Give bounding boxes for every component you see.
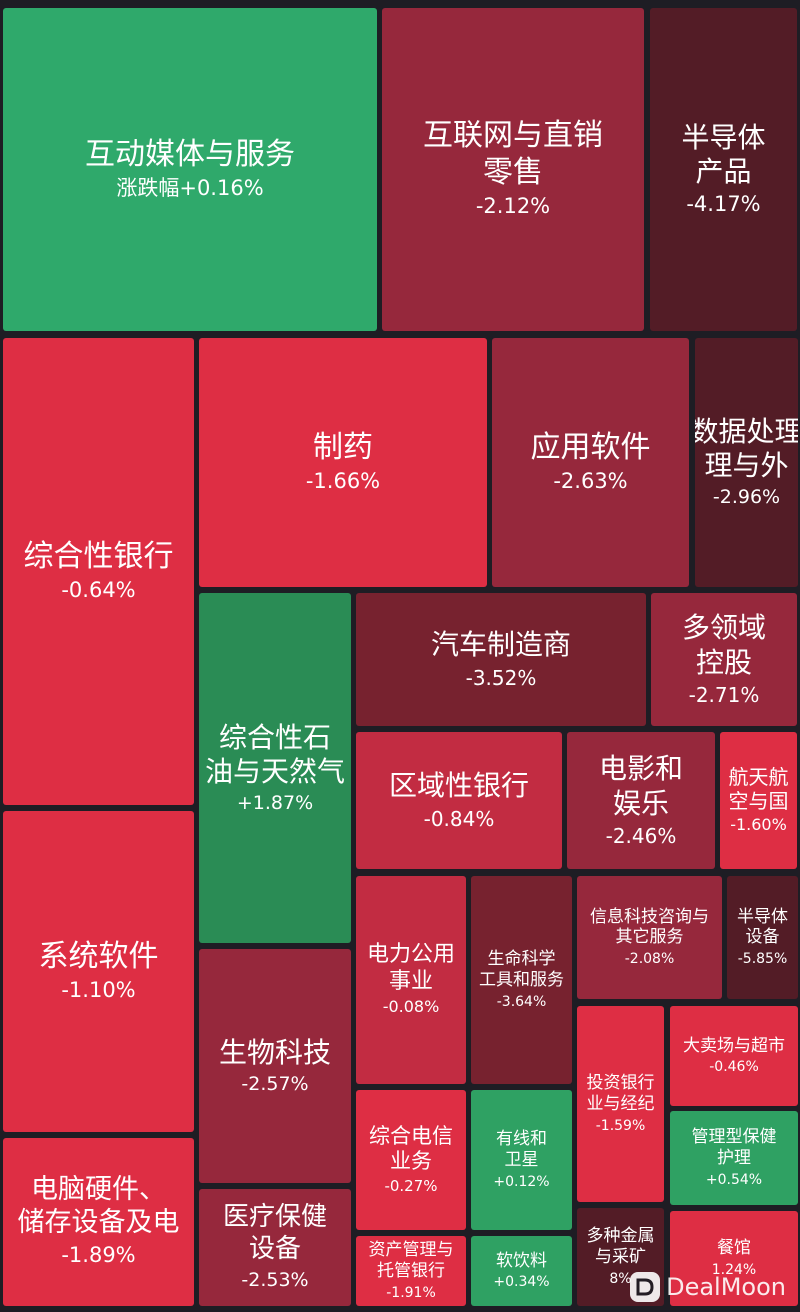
cell-label: 信息科技咨询与 其它服务 (590, 906, 709, 948)
treemap-cell[interactable]: 系统软件 -1.10% (3, 811, 194, 1132)
treemap-cell[interactable]: 投资银行 业与经纪 -1.59% (577, 1006, 664, 1202)
treemap-cell[interactable]: 大卖场与超市 -0.46% (670, 1006, 798, 1106)
cell-change-label: -1.89% (61, 1243, 136, 1268)
cell-change-label: -2.71% (688, 682, 760, 707)
cell-change-label: -3.64% (496, 993, 547, 1010)
cell-change-label: -1.60% (730, 815, 787, 835)
treemap-cell[interactable]: 区域性银行 -0.84% (356, 732, 562, 869)
cell-change-label: -1.66% (305, 469, 381, 494)
cell-change-label: +1.87% (236, 791, 314, 814)
cell-label: 电力公用 事业 (366, 941, 455, 994)
cell-label: 互联网与直销 零售 (423, 118, 603, 190)
cell-change-label: +0.34% (493, 1274, 550, 1291)
treemap-cell[interactable]: 医疗保健 设备 -2.53% (199, 1189, 351, 1306)
cell-change-label: 1.24% (711, 1261, 757, 1278)
treemap-cell[interactable]: 互联网与直销 零售 -2.12% (382, 8, 644, 331)
treemap-cell[interactable]: 综合性石 油与天然气 +1.87% (199, 593, 351, 943)
treemap-cell[interactable]: 电脑硬件、 储存设备及电 -1.89% (3, 1138, 194, 1306)
cell-label: 多种金属 与采矿 (586, 1226, 655, 1267)
treemap-cell[interactable]: 制药 -1.66% (199, 338, 487, 587)
cell-change-label: -1.59% (595, 1117, 646, 1134)
cell-change-label: +0.12% (493, 1173, 550, 1190)
cell-label: 系统软件 (38, 938, 159, 974)
cell-change-label: -2.96% (712, 486, 781, 509)
cell-label: 医疗保健 设备 (222, 1202, 327, 1265)
cell-label: 生命科学 工具和服务 (479, 949, 564, 990)
cell-change-label: 8% (609, 1270, 632, 1287)
treemap-cell[interactable]: 综合性银行 -0.64% (3, 338, 194, 805)
cell-change-label: -1.10% (61, 978, 136, 1003)
cell-change-label: -2.63% (553, 469, 628, 494)
cell-change-label: -0.46% (709, 1059, 759, 1076)
cell-label: 多领域 控股 (681, 611, 766, 679)
dealmoon-logo-icon (630, 1272, 661, 1302)
treemap-cell[interactable]: 信息科技咨询与 其它服务 -2.08% (577, 876, 722, 999)
cell-change-label: -3.52% (465, 665, 537, 690)
cell-label: 综合性石 油与天然气 (204, 720, 345, 788)
cell-change-label: -2.46% (605, 823, 677, 848)
cell-label: 电影和 娱乐 (598, 752, 683, 820)
cell-label: 制药 (313, 429, 373, 465)
cell-label: 大卖场与超市 (683, 1035, 785, 1056)
cell-change-label: -0.84% (423, 806, 495, 831)
cell-change-label: -0.27% (384, 1176, 438, 1195)
treemap-cell[interactable]: 有线和 卫星 +0.12% (471, 1090, 572, 1230)
watermark-text: DealMoon (666, 1273, 786, 1301)
cell-label: 资产管理与 托管银行 (368, 1240, 454, 1281)
cell-change-label: -1.91% (386, 1284, 436, 1301)
dealmoon-watermark: DealMoon (630, 1272, 786, 1302)
cell-label: 汽车制造商 (430, 628, 571, 662)
cell-label: 应用软件 (530, 429, 651, 465)
treemap-cell[interactable]: 半导体 产品 -4.17% (650, 8, 797, 331)
treemap-cell[interactable]: 生物科技 -2.57% (199, 949, 351, 1183)
cell-label: 综合电信 业务 (369, 1123, 453, 1174)
treemap-cell[interactable]: 综合电信 业务 -0.27% (356, 1090, 466, 1230)
treemap-cell[interactable]: 航天航 空与国 -1.60% (720, 732, 797, 869)
treemap-cell[interactable]: 应用软件 -2.63% (492, 338, 689, 587)
cell-label: 生物科技 (218, 1035, 331, 1069)
cell-label: 软饮料 (496, 1250, 547, 1271)
treemap-cell[interactable]: 多领域 控股 -2.71% (651, 593, 797, 726)
cell-change-label: -4.17% (686, 192, 761, 216)
treemap-cell[interactable]: 半导体 设备 -5.85% (727, 876, 798, 999)
treemap-cell[interactable]: 资产管理与 托管银行 -1.91% (356, 1236, 466, 1306)
cell-label: 半导体 产品 (681, 120, 766, 188)
treemap-cell[interactable]: 电力公用 事业 -0.08% (356, 876, 466, 1084)
cell-change-label: -0.08% (382, 997, 440, 1017)
treemap-cell[interactable]: 数据处理 理与外 -2.96% (695, 338, 798, 587)
cell-change-label: 涨跌幅+0.16% (116, 176, 264, 201)
treemap-cell[interactable]: 互动媒体与服务涨跌幅+0.16% (3, 8, 377, 331)
cell-label: 数据处理 理与外 (695, 415, 798, 483)
cell-label: 电脑硬件、 储存设备及电 (17, 1174, 180, 1239)
cell-change-label: -5.85% (737, 951, 788, 968)
treemap-cell[interactable]: 多种金属 与采矿 8% (577, 1208, 664, 1306)
treemap-cell[interactable]: 电影和 娱乐 -2.46% (567, 732, 715, 869)
cell-change-label: +0.54% (705, 1171, 763, 1188)
treemap-cell[interactable]: 汽车制造商 -3.52% (356, 593, 646, 726)
cell-change-label: -2.53% (241, 1268, 309, 1291)
treemap-cell[interactable]: 生命科学 工具和服务 -3.64% (471, 876, 572, 1084)
cell-change-label: -2.12% (475, 194, 551, 219)
treemap-cell[interactable]: 管理型保健 护理 +0.54% (670, 1111, 798, 1205)
cell-label: 管理型保健 护理 (691, 1127, 777, 1168)
cell-label: 投资银行 业与经纪 (586, 1073, 655, 1114)
cell-change-label: -2.57% (241, 1072, 309, 1095)
cell-change-label: -2.08% (624, 951, 675, 968)
cell-label: 餐馆 (717, 1238, 751, 1259)
treemap-cell[interactable]: 餐馆 1.24% (670, 1211, 798, 1306)
cell-label: 互动媒体与服务 (85, 136, 295, 172)
cell-label: 半导体 设备 (737, 906, 788, 948)
cell-label: 有线和 卫星 (496, 1129, 547, 1170)
treemap-cell[interactable]: 软饮料 +0.34% (471, 1236, 572, 1306)
cell-label: 航天航 空与国 (728, 764, 789, 814)
cell-label: 综合性银行 (23, 538, 174, 574)
cell-label: 区域性银行 (388, 769, 529, 803)
cell-change-label: -0.64% (61, 578, 136, 603)
